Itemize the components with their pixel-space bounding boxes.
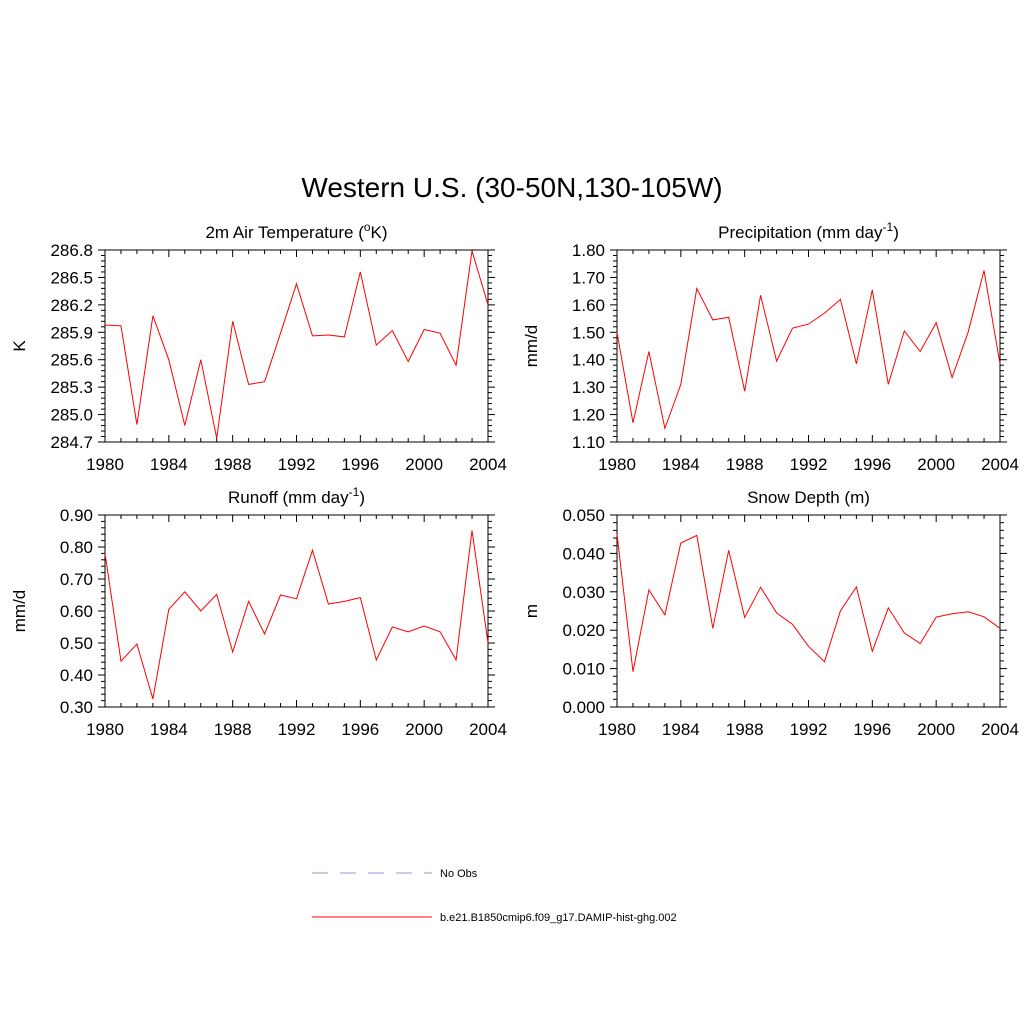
panel-4-xtick-label: 1984 (662, 720, 700, 739)
panel-4-xtick-label: 1980 (598, 720, 636, 739)
panel-4-ylabel: m (522, 604, 541, 618)
panel-1-ytick-label: 286.2 (50, 296, 93, 315)
panel-1-xtick-label: 2004 (469, 455, 507, 474)
panel-1-title-sup: o (364, 220, 371, 234)
panel-2-ytick-label: 1.40 (572, 351, 605, 370)
panel-4-xtick-label: 2000 (917, 720, 955, 739)
legend-label-model: b.e21.B1850cmip6.f09_g17.DAMIP-hist-ghg.… (440, 912, 677, 924)
panel-4: 1980 1984 1988 1992 1996 2000 2004 0.000 0.010 0.… (522, 488, 1019, 739)
panel-1-ytick-label: 285.0 (50, 406, 93, 425)
panel-2-ytick-label: 1.10 (572, 433, 605, 452)
panel-2-ylabel: mm/d (522, 325, 541, 368)
panel-1-xtick-label: 1988 (214, 455, 252, 474)
panel-4-ytick-label: 0.000 (562, 698, 605, 717)
panel-3-xtick-label: 2004 (469, 720, 507, 739)
panel-1-title-main: 2m Air Temperature ( (205, 223, 364, 242)
panel-1-ytick-label: 286.8 (50, 241, 93, 260)
panel-2-ytick-label: 1.50 (572, 323, 605, 342)
panel-3-ytick-label: 0.40 (60, 666, 93, 685)
panel-2-title: Precipitation (mm day-1) (718, 220, 899, 242)
panel-4-ytick-label: 0.050 (562, 506, 605, 525)
legend-label-no-obs: No Obs (440, 868, 478, 880)
panel-4-series-line-1 (616, 534, 1001, 672)
panel-2: 1980 1984 1988 1992 1996 2000 2004 1.10 1.20 1.30… (522, 220, 1019, 474)
panel-3-title: Runoff (mm day-1) (228, 485, 365, 507)
panel-2-xtick-label: 1988 (726, 455, 764, 474)
panel-4-title-main: Snow Depth (m) (747, 488, 870, 507)
panel-4-title: Snow Depth (m) (747, 488, 870, 507)
panel-1-ylabel: K (10, 340, 29, 352)
panel-1-ytick-label: 286.5 (50, 268, 93, 287)
panel-3-series-line-1 (104, 530, 489, 700)
panel-1-xtick-label: 1996 (341, 455, 379, 474)
panel-2-title-sup: -1 (883, 220, 894, 234)
panel-2-ytick-label: 1.70 (572, 268, 605, 287)
panel-3-xtick-label: 1988 (214, 720, 252, 739)
panel-2-title-main: Precipitation (mm day (718, 223, 883, 242)
panel-3-ytick-label: 0.60 (60, 602, 93, 621)
panel-3-xtick-label: 1980 (86, 720, 124, 739)
panel-1-series-line-1 (104, 250, 489, 439)
panel-3: 1980 1984 1988 1992 1996 2000 2004 0.30 0.40 0.50… (10, 485, 507, 739)
panel-4-xtick-label: 1996 (853, 720, 891, 739)
panel-1-xtick-label: 1992 (278, 455, 316, 474)
panel-1-frame (104, 249, 489, 443)
panel-2-xtick-label: 1980 (598, 455, 636, 474)
panel-3-xtick-label: 1984 (150, 720, 188, 739)
panel-1-ytick-label: 285.3 (50, 378, 93, 397)
panel-2-title-rest: ) (893, 223, 899, 242)
panel-1-ytick-label: 285.9 (50, 323, 93, 342)
panel-2-xtick-label: 1992 (790, 455, 828, 474)
panel-4-ytick-label: 0.020 (562, 621, 605, 640)
panel-1-title-rest: K) (371, 223, 388, 242)
panel-3-ytick-label: 0.90 (60, 506, 93, 525)
panel-1-xtick-label: 1984 (150, 455, 188, 474)
panel-3-title-rest: ) (359, 488, 365, 507)
panel-1-ytick-label: 285.6 (50, 351, 93, 370)
panel-3-ytick-label: 0.70 (60, 570, 93, 589)
panel-2-ytick-label: 1.80 (572, 241, 605, 260)
panel-3-xtick-label: 1996 (341, 720, 379, 739)
panel-1: 1980 1984 1988 1992 1996 2000 2004 284.7 285.0 28… (10, 220, 507, 474)
panel-3-ytick-label: 0.50 (60, 634, 93, 653)
panel-3-ytick-label: 0.80 (60, 538, 93, 557)
panel-3-ylabel: mm/d (10, 590, 29, 633)
panel-1-xtick-label: 1980 (86, 455, 124, 474)
panel-4-xtick-label: 1988 (726, 720, 764, 739)
panel-4-ytick-label: 0.030 (562, 583, 605, 602)
panel-2-xtick-label: 1984 (662, 455, 700, 474)
panel-4-ytick-label: 0.010 (562, 660, 605, 679)
figure-title: Western U.S. (30-50N,130-105W) (301, 172, 722, 203)
panel-3-xtick-label: 1992 (278, 720, 316, 739)
panel-2-ytick-label: 1.60 (572, 296, 605, 315)
panel-2-xtick-label: 2004 (981, 455, 1019, 474)
panel-2-ytick-label: 1.30 (572, 378, 605, 397)
panel-1-title: 2m Air Temperature (oK) (205, 220, 387, 242)
panel-2-series-line-1 (616, 270, 1001, 431)
panel-3-frame (104, 514, 489, 708)
panel-2-xtick-label: 2000 (917, 455, 955, 474)
panel-1-xtick-label: 2000 (405, 455, 443, 474)
panel-3-title-sup: -1 (349, 485, 360, 499)
panel-2-ytick-label: 1.20 (572, 406, 605, 425)
panel-3-ytick-label: 0.30 (60, 698, 93, 717)
panel-4-xtick-label: 1992 (790, 720, 828, 739)
panel-1-ytick-label: 284.7 (50, 433, 93, 452)
panel-4-frame (616, 514, 1001, 708)
legend: No Obs b.e21.B1850cmip6.f09_g17.DAMIP-hi… (312, 868, 677, 924)
panel-3-title-main: Runoff (mm day (228, 488, 349, 507)
panel-3-xtick-label: 2000 (405, 720, 443, 739)
panel-4-xtick-label: 2004 (981, 720, 1019, 739)
panel-4-ytick-label: 0.040 (562, 544, 605, 563)
panel-2-xtick-label: 1996 (853, 455, 891, 474)
